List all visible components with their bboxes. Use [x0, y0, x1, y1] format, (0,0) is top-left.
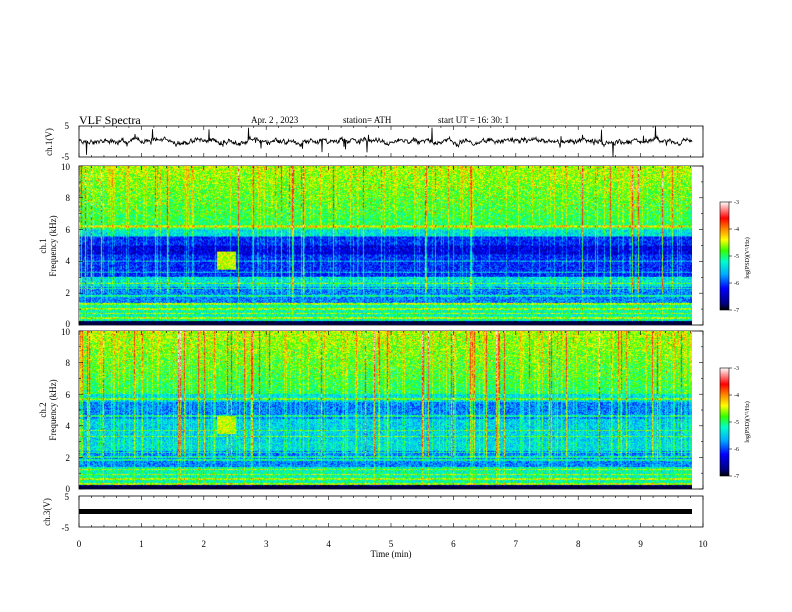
spec2-ytick-2: 2: [66, 453, 71, 463]
spec1-ytick-0: 0: [66, 319, 71, 329]
station-label: station= ATH: [343, 115, 392, 125]
xtick-8: 8: [576, 539, 581, 549]
cb1-tick-m7: -7: [734, 308, 739, 314]
xtick-3: 3: [264, 539, 269, 549]
cb1-tick-m5: -5: [734, 254, 739, 260]
cb2-tick-m6: -6: [734, 447, 739, 453]
ch3-ylabel: ch.3(V): [42, 498, 52, 526]
xtick-6: 6: [451, 539, 456, 549]
ch1-spectrogram-panel: 10 8 6 4 2 0 ch.1 Frequency (kHz): [38, 162, 704, 329]
spec2-ytick-0: 0: [66, 484, 71, 494]
figure-title: VLF Spectra: [79, 113, 141, 127]
cb1-label: log(PSD)(V²/Hz): [744, 237, 751, 278]
ch1-waveform: [78, 125, 693, 158]
spec2-ylabel-frequency: Frequency (kHz): [48, 379, 58, 440]
spec1-ytick-10: 10: [61, 162, 71, 172]
ch1-ylabel: ch.1(V): [44, 128, 54, 156]
colorbar-1-scale: [719, 201, 730, 311]
cb1-tick-m4: -4: [734, 227, 739, 233]
cb1-tick-m6: -6: [734, 281, 739, 287]
xtick-5: 5: [389, 539, 394, 549]
spec2-ylabel-channel: ch.2: [38, 402, 48, 417]
spec1-ytick-8: 8: [66, 193, 71, 203]
xtick-4: 4: [326, 539, 331, 549]
xtick-0: 0: [77, 539, 82, 549]
colorbar-1: -3 -4 -5 -6 -7 log(PSD)(V²/Hz): [719, 200, 751, 314]
x-axis-label: Time (min): [371, 549, 412, 559]
xtick-10: 10: [699, 539, 709, 549]
ch2-spectrogram-image: [79, 331, 692, 489]
cb2-tick-m5: -5: [734, 420, 739, 426]
xtick-1: 1: [139, 539, 144, 549]
spec1-ytick-2: 2: [66, 288, 71, 298]
colorbar-2: -3 -4 -5 -6 -7 log(PSD)(V²/Hz): [719, 366, 751, 480]
spec1-ylabel-frequency: Frequency (kHz): [48, 215, 58, 276]
xtick-9: 9: [638, 539, 643, 549]
spec2-ytick-4: 4: [66, 421, 71, 431]
spec2-ytick-8: 8: [66, 358, 71, 368]
ch1-ytick-bottom: -5: [62, 152, 70, 162]
colorbar-2-scale: [719, 367, 730, 477]
ch3-waveform: [79, 509, 692, 514]
ch2-spectrogram-panel: 10 8 6 4 2 0 ch.2 Frequency (kHz): [38, 327, 704, 494]
cb2-label: log(PSD)(V²/Hz): [744, 401, 751, 442]
cb2-tick-m7: -7: [734, 474, 739, 480]
ch3-ytick-top: 5: [65, 492, 70, 502]
cb1-tick-m3: -3: [734, 200, 739, 206]
date-label: Apr. 2 , 2023: [251, 115, 299, 125]
ch3-timeseries-panel: 5 -5 ch.3(V): [42, 492, 704, 533]
spec2-ytick-6: 6: [66, 390, 71, 400]
ch3-ytick-bottom: -5: [62, 523, 70, 533]
spec1-ytick-4: 4: [66, 256, 71, 266]
xtick-2: 2: [202, 539, 207, 549]
ch1-spectrogram-image: [79, 166, 692, 325]
ch1-ytick-top: 5: [65, 121, 70, 131]
xtick-7: 7: [514, 539, 519, 549]
cb2-tick-m3: -3: [734, 366, 739, 372]
spec1-ytick-6: 6: [66, 225, 71, 235]
start-ut-label: start UT = 16: 30: 1: [438, 115, 509, 125]
x-axis-tick-labels: 0 1 2 3 4 5 6 7 8 9 10: [77, 539, 708, 549]
cb2-tick-m4: -4: [734, 393, 739, 399]
spec1-ylabel-channel: ch.1: [38, 238, 48, 253]
ch1-timeseries-panel: 5 -5 ch.1(V): [44, 121, 704, 162]
spec2-ytick-10: 10: [61, 327, 71, 337]
